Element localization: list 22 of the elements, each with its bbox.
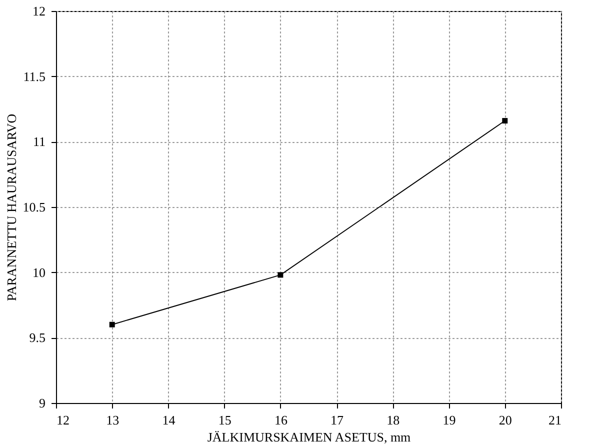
x-tick-label: 16 (274, 412, 288, 428)
point (109, 322, 115, 328)
point (502, 118, 508, 124)
x-tick-label: 12 (56, 412, 70, 428)
y-tick-label: 10.5 (22, 200, 46, 214)
x-tick-label: 14 (162, 412, 176, 428)
y-tick-label: 12 (32, 4, 46, 18)
y-tick-label: 9.5 (29, 330, 46, 346)
y-tick-label: 11 (32, 134, 46, 150)
x-tick-label: 13 (106, 412, 120, 428)
point (278, 272, 284, 278)
y-tick-label: 11.5 (23, 68, 46, 84)
x-tick-label: 18 (386, 412, 400, 428)
x-tick-label: 20 (498, 412, 512, 428)
x-tick-label: 17 (330, 412, 344, 428)
x-tick-label: 15 (218, 412, 232, 428)
y-tick-label: 10 (32, 264, 46, 280)
x-axis-title: JÄLKIMURSKAIMEN ASETUS, mm (207, 430, 411, 444)
y-tick-label: 9 (39, 396, 46, 410)
x-tick-label: 19 (442, 412, 456, 428)
x-tick-label: 21 (548, 412, 562, 428)
y-axis-title: PARANNETTU HAURAUSARVO (4, 114, 19, 302)
